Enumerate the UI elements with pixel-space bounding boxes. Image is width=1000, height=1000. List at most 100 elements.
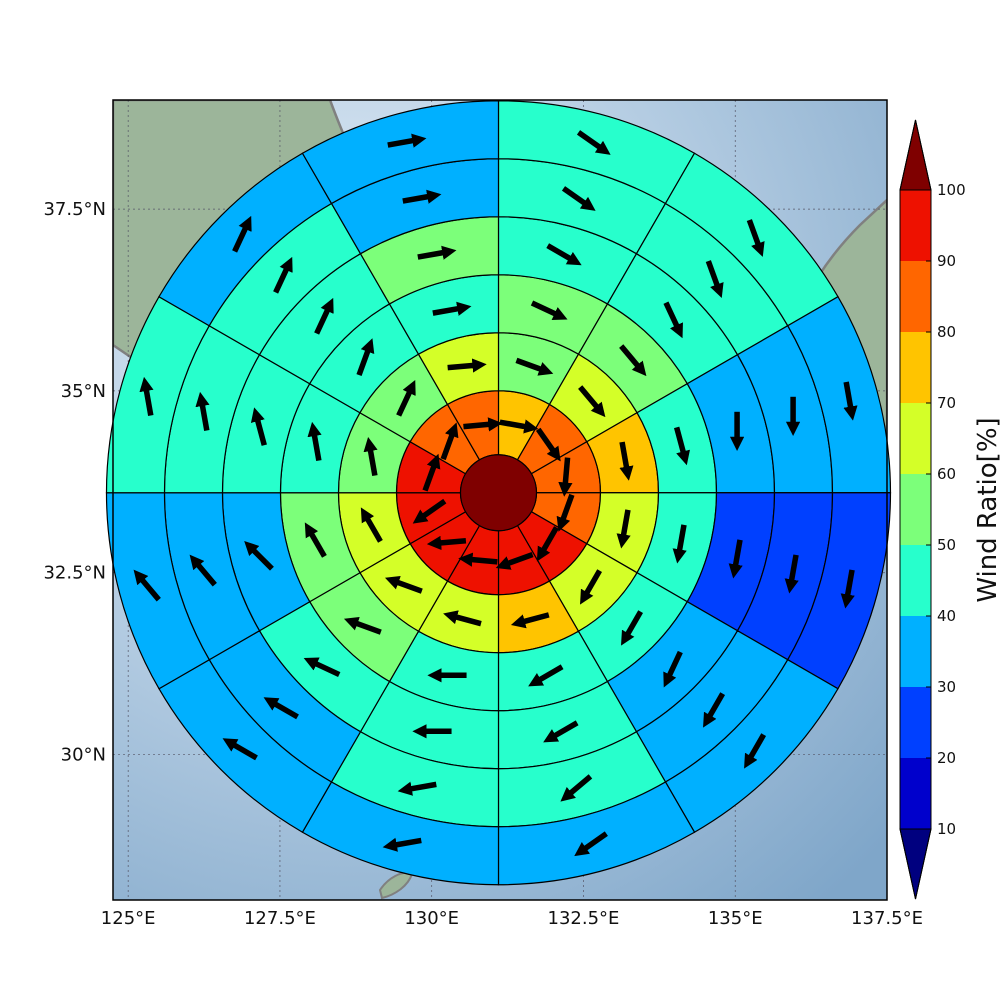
wind-arrow [663, 301, 683, 339]
wind-arrow [840, 569, 855, 609]
wind-arrow [396, 379, 416, 417]
wind-arrow [515, 357, 554, 376]
colorbar-tick-label: 20 [937, 749, 956, 767]
wind-arrow [495, 551, 534, 570]
map-frame [112, 99, 888, 901]
wind-arrow [574, 831, 608, 857]
wind-arrow [397, 781, 437, 796]
wind-arrow [580, 569, 602, 605]
lon-tick-label: 135°E [708, 908, 763, 929]
wind-arrow [432, 301, 472, 316]
wind-arrow [499, 419, 539, 434]
lon-tick-labels: 125°E 127.5°E 130°E 132.5°E 135°E 137.5°E [101, 908, 923, 929]
wind-arrow [422, 453, 441, 492]
lon-tick-label: 137.5°E [851, 908, 923, 929]
wind-arrow [621, 610, 644, 646]
wind-arrow [510, 612, 550, 629]
colorbar-band [900, 616, 931, 687]
colorbar-extend-over [899, 119, 932, 191]
map-panel: 125°E 127.5°E 130°E 132.5°E 135°E 137.5°E 30°… [43, 99, 923, 929]
wind-arrow [303, 657, 341, 678]
colorbar-tick-label: 70 [937, 394, 956, 412]
colorbar-tick-label: 60 [937, 465, 956, 483]
wind-arrow [314, 297, 334, 335]
wind-arrow [417, 245, 457, 260]
colorbar-tick-label: 50 [937, 536, 956, 554]
colorbar-title: Wind Ratio[%] [973, 417, 1000, 602]
wind-arrow [387, 133, 427, 148]
wind-arrow [443, 610, 482, 627]
wind-arrow [447, 358, 487, 373]
wind-arrow [616, 509, 631, 549]
wind-arrow [672, 524, 687, 564]
wind-arrows [133, 130, 858, 857]
wind-arrow [705, 260, 724, 298]
wind-arrow [619, 344, 647, 377]
wind-arrow [440, 422, 459, 461]
wind-arrow [561, 186, 596, 211]
colorbar-tick-label: 80 [937, 323, 956, 341]
colorbar-band [900, 332, 931, 403]
colorbar-bands [899, 119, 932, 900]
colorbar-band [900, 545, 931, 616]
wind-arrow [307, 421, 322, 462]
lat-tick-label: 30°N [61, 745, 106, 766]
wind-arrow [784, 554, 799, 594]
wind-arrow [558, 457, 573, 497]
colorbar-tick-label: 90 [937, 252, 956, 270]
wind-arrow [343, 616, 382, 635]
wind-arrow [412, 498, 447, 524]
wind-center-disc [459, 454, 538, 532]
wind-arrow [382, 837, 422, 852]
wind-arrow [703, 692, 726, 728]
wind-arrow [426, 535, 467, 551]
wind-arrow [363, 436, 378, 477]
colorbar-tick-label: 40 [937, 607, 956, 625]
wind-arrow [384, 575, 423, 594]
wind-arrow [304, 522, 327, 558]
colorbar-tick-label: 100 [937, 181, 966, 199]
wind-arrow [536, 526, 559, 562]
wind-arrow [273, 256, 293, 294]
colorbar-band [900, 474, 931, 545]
wind-arrow [402, 189, 442, 204]
colorbar-band [900, 687, 931, 758]
wind-arrow [576, 130, 611, 155]
colorbar-band [900, 261, 931, 332]
wind-arrow [195, 391, 210, 432]
lon-tick-label: 130°E [404, 908, 459, 929]
wind-arrow [744, 733, 767, 769]
lat-tick-label: 32.5°N [43, 563, 106, 584]
wind-arrow [356, 338, 375, 376]
colorbar-band [900, 758, 931, 829]
wind-arrow [543, 720, 579, 743]
wind-arrow [189, 554, 217, 587]
wind-arrow [728, 539, 743, 579]
wind-arrow [843, 381, 858, 421]
wind-arrow [663, 650, 683, 688]
wind-arrow [244, 540, 274, 571]
wind-arrow [530, 300, 568, 320]
colorbar-tick-label: 10 [937, 820, 956, 838]
wind-arrow [458, 552, 498, 567]
wind-arrow [528, 664, 564, 687]
lon-tick-label: 125°E [101, 908, 156, 929]
wind-arrow [222, 738, 258, 761]
wind-arrow [250, 407, 267, 446]
lat-tick-label: 37.5°N [43, 199, 106, 220]
wind-arrow [746, 219, 765, 257]
colorbar-tick-label: 30 [937, 678, 956, 696]
wind-arrow [232, 215, 252, 253]
colorbar-labels: 10 20 30 40 50 60 70 80 90 100 [937, 181, 966, 838]
colorbar-band [900, 190, 931, 261]
colorbar-extend-under [899, 828, 932, 900]
colorbar-band [900, 403, 931, 474]
wind-sector [301, 100, 500, 205]
wind-arrow [556, 493, 575, 532]
wind-arrow [619, 441, 634, 481]
wind-arrow [263, 697, 299, 720]
wind-arrow [133, 569, 161, 602]
lon-tick-label: 132.5°E [548, 908, 620, 929]
wind-arrow [578, 385, 606, 418]
